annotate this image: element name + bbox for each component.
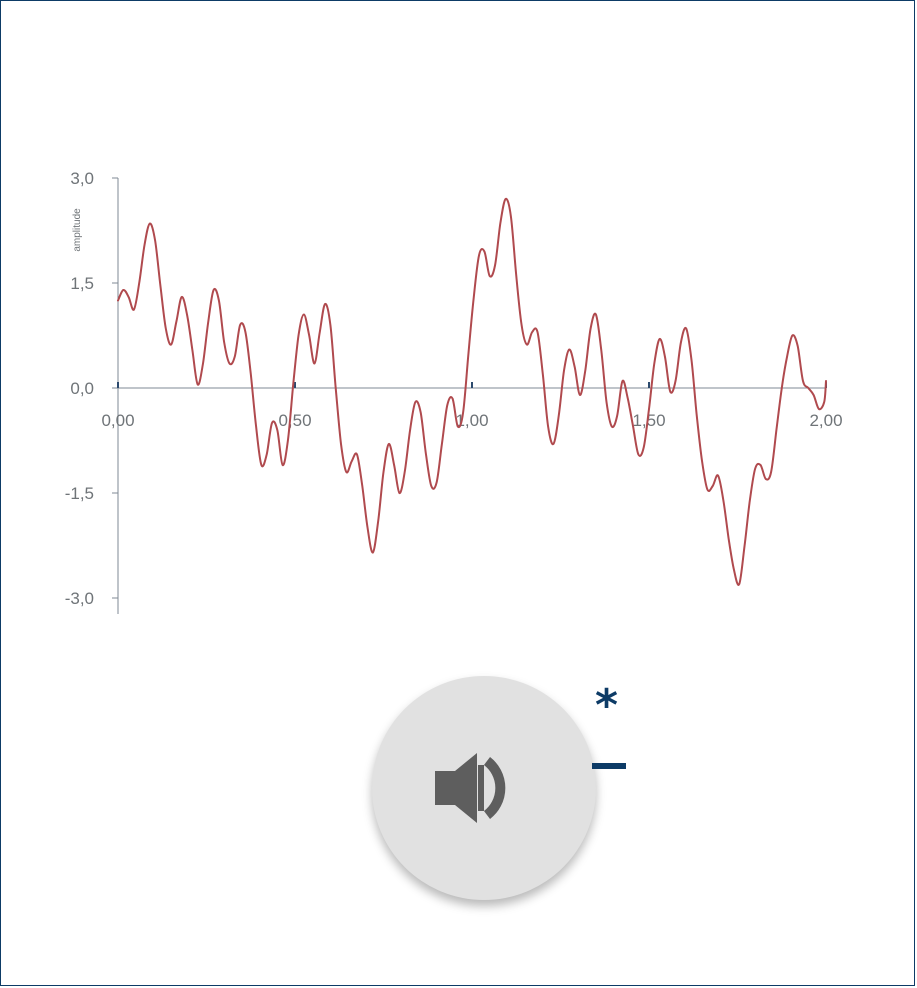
x-tick-label: 1,00: [455, 411, 488, 430]
speaker-icon: [435, 753, 506, 823]
dash-mark: [592, 763, 626, 769]
y-axis: 3,0 1,5 0,0 -1,5 -3,0: [65, 169, 119, 614]
series-line-waveform: [117, 197, 827, 586]
y-tick-label: 0,0: [70, 379, 94, 398]
y-tick-label: 1,5: [70, 274, 94, 293]
y-tick-label: -1,5: [65, 484, 94, 503]
y-tick-label: 3,0: [70, 169, 94, 188]
x-axis: 0,00 0,50 1,00 1,50 2,00: [101, 382, 843, 430]
required-star-mark: *: [595, 680, 619, 731]
x-tick-label: 1,50: [632, 411, 665, 430]
y-tick-label: -3,0: [65, 589, 94, 608]
y-axis-title: amplitude: [72, 208, 83, 252]
x-tick-label: 0,00: [101, 411, 134, 430]
waveform-chart: 3,0 1,5 0,0 -1,5 -3,0 0,00 0,50 1,00 1,50 2,00 a…: [65, 169, 843, 614]
x-tick-label: 0,50: [278, 411, 311, 430]
play-sound-button[interactable]: [372, 676, 596, 900]
x-tick-label: 2,00: [809, 411, 842, 430]
